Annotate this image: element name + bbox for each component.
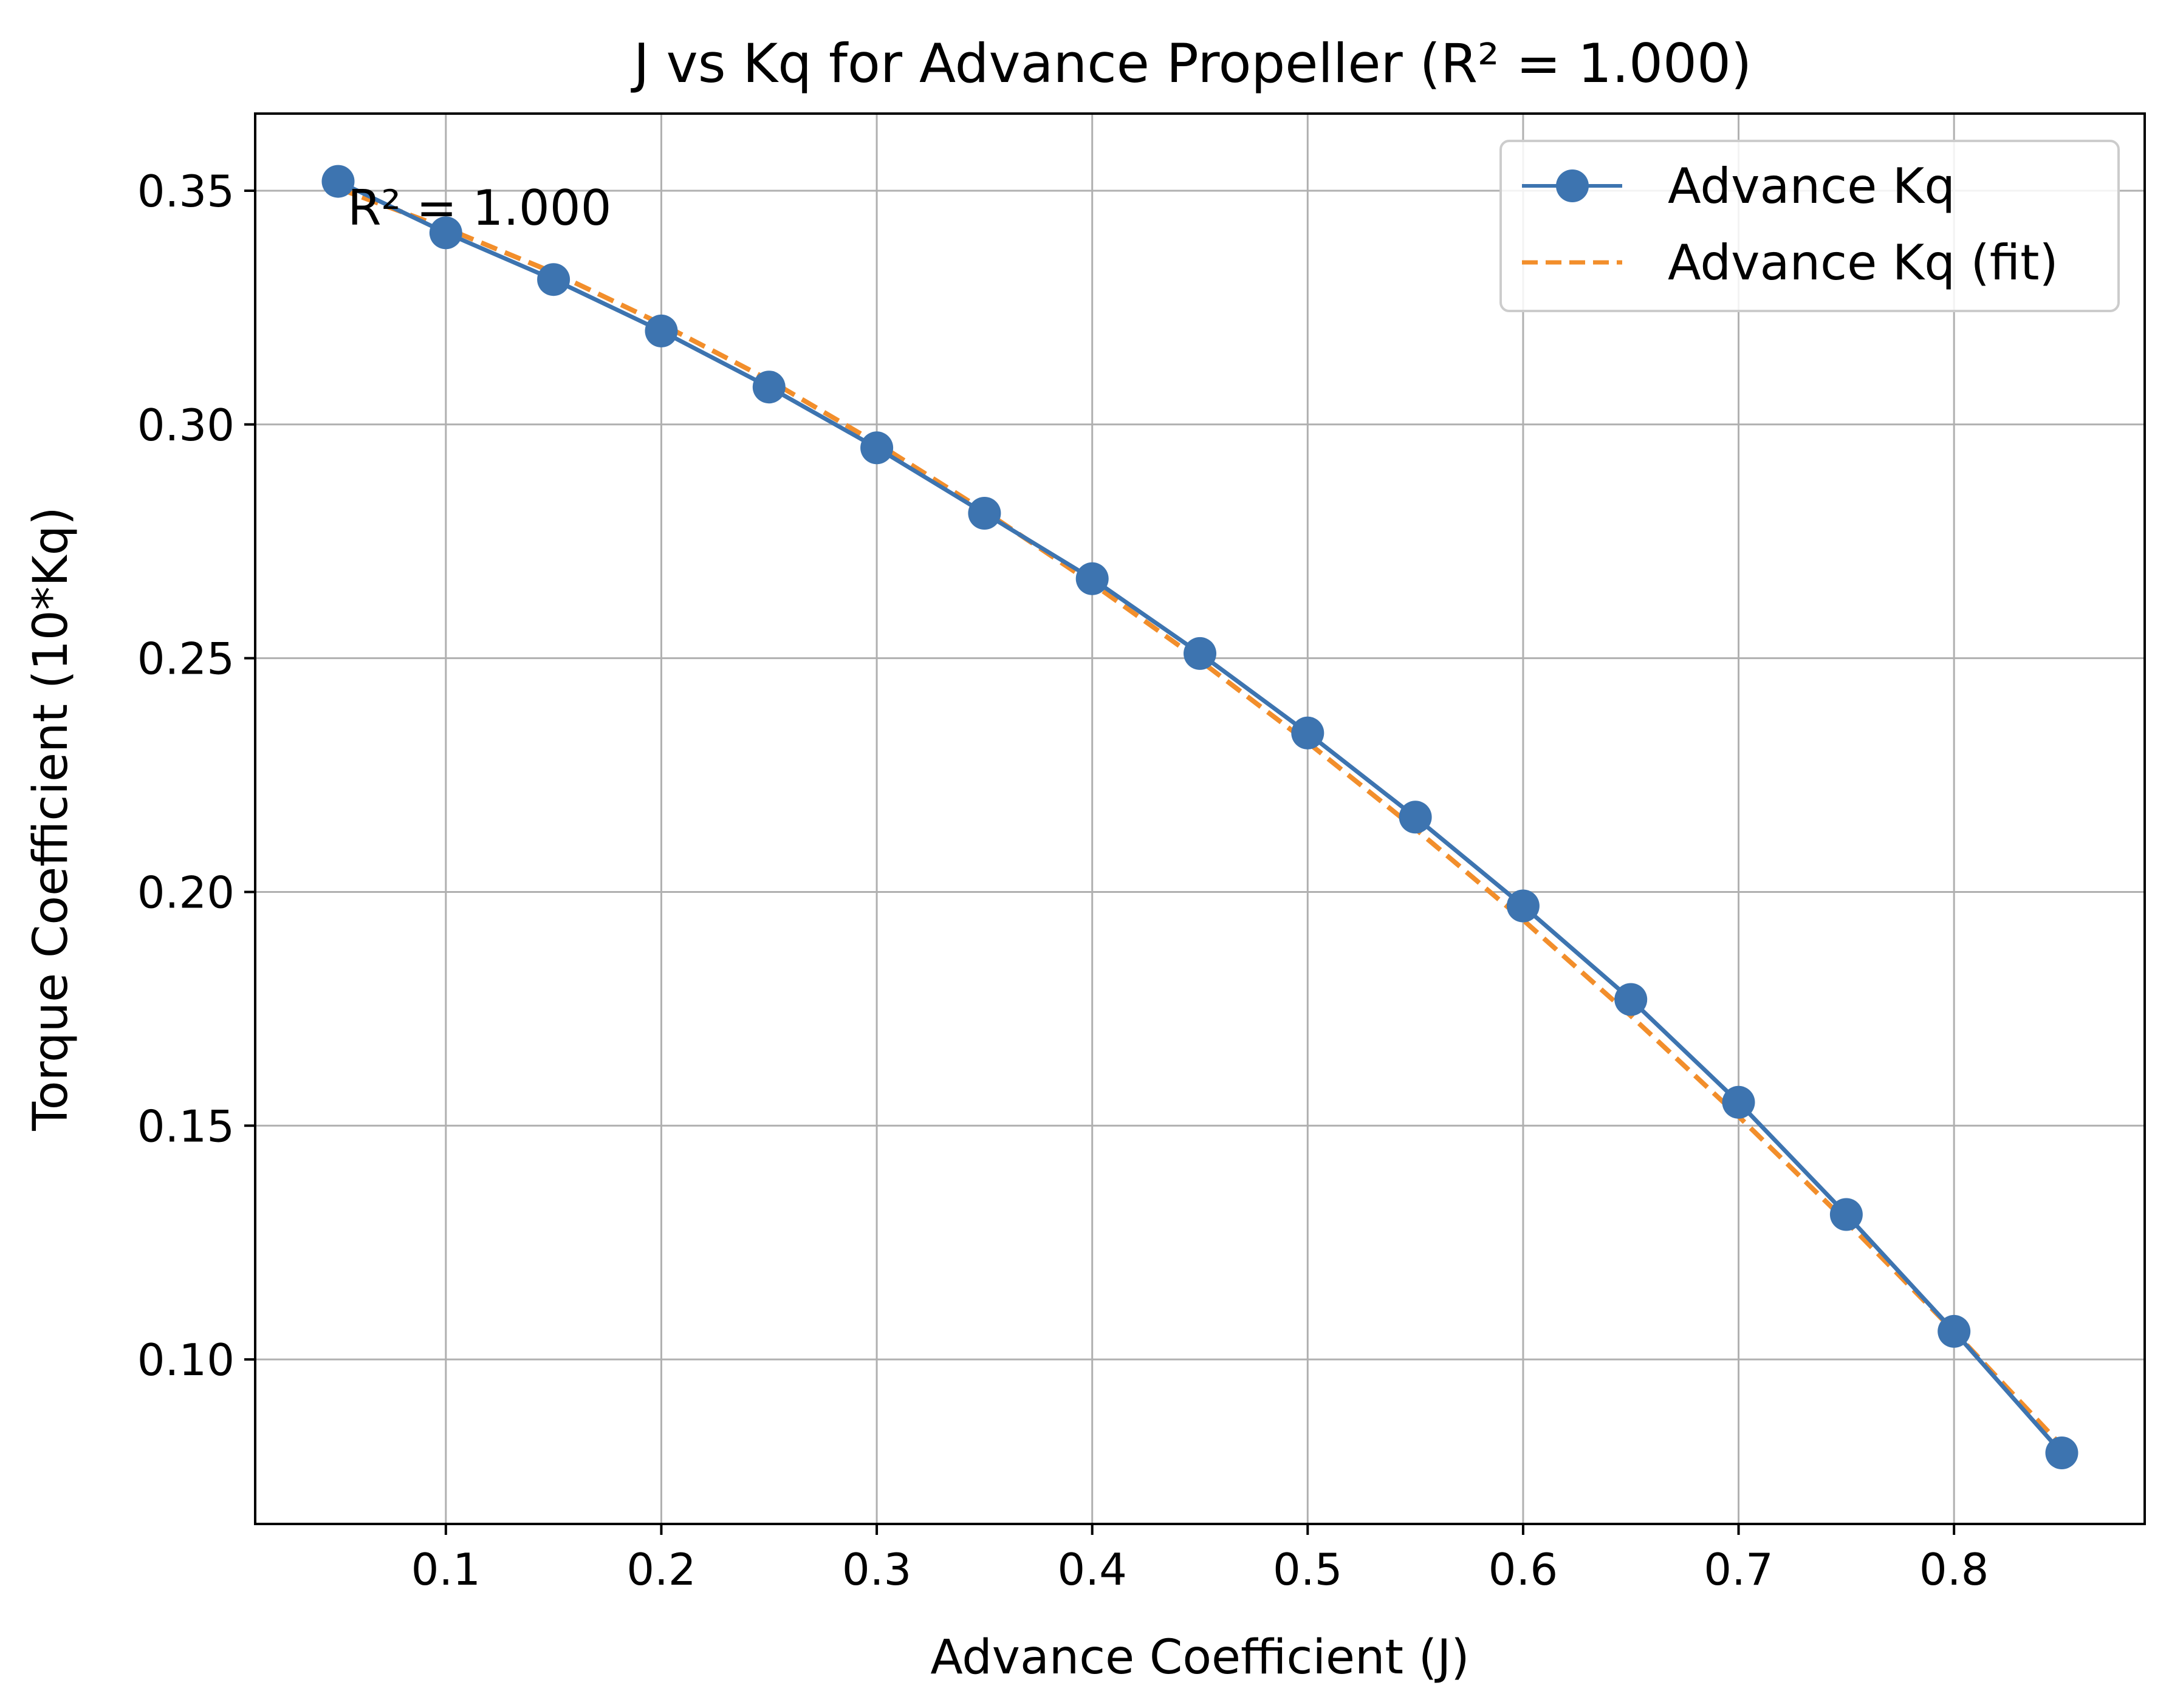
x-tick-label: 0.4 xyxy=(1057,1544,1127,1595)
data-point-advance-kq xyxy=(860,431,894,465)
y-axis-label: Torque Coefficient (10*Kq) xyxy=(24,507,78,1131)
r-squared-annotation: R² = 1.000 xyxy=(348,180,612,236)
legend-label-advance-kq-fit: Advance Kq (fit) xyxy=(1668,234,2058,291)
data-point-advance-kq xyxy=(752,371,786,404)
data-series xyxy=(321,165,2078,1469)
x-tick-label: 0.1 xyxy=(411,1544,481,1595)
x-axis-ticks: 0.1 0.2 0.3 0.4 0.5 0.6 0.7 0.8 xyxy=(411,1524,1989,1595)
x-tick-label: 0.5 xyxy=(1273,1544,1343,1595)
x-tick-label: 0.6 xyxy=(1489,1544,1558,1595)
chart-title: J vs Kq for Advance Propeller (R² = 1.00… xyxy=(631,32,1752,95)
series-line-advance-kq-fit xyxy=(337,186,2064,1448)
x-tick-label: 0.3 xyxy=(842,1544,912,1595)
y-tick-label: 0.20 xyxy=(137,867,235,918)
legend: Advance Kq Advance Kq (fit) xyxy=(1499,140,2120,312)
data-point-advance-kq xyxy=(1829,1198,1863,1231)
data-point-advance-kq xyxy=(1938,1314,1971,1348)
y-tick-label: 0.35 xyxy=(137,166,235,217)
x-axis-label: Advance Coefficient (J) xyxy=(930,1630,1469,1685)
data-point-advance-kq xyxy=(1184,637,1216,670)
y-tick-label: 0.10 xyxy=(137,1334,235,1385)
y-axis-ticks: 0.10 0.15 0.20 0.25 0.30 0.35 xyxy=(137,166,255,1385)
data-point-advance-kq xyxy=(645,314,678,347)
legend-label-advance-kq: Advance Kq xyxy=(1668,158,1955,214)
legend-swatch-marker-advance-kq xyxy=(1556,169,1589,202)
data-point-advance-kq xyxy=(1291,716,1324,750)
x-tick-label: 0.2 xyxy=(626,1544,696,1595)
y-tick-label: 0.30 xyxy=(137,400,235,451)
y-gridlines xyxy=(255,190,2145,1361)
data-point-advance-kq xyxy=(429,216,462,250)
data-point-advance-kq xyxy=(1399,801,1432,834)
y-tick-label: 0.15 xyxy=(137,1101,235,1152)
data-point-advance-kq xyxy=(1614,983,1648,1016)
data-point-advance-kq xyxy=(1075,562,1109,595)
legend-box xyxy=(1499,140,2120,312)
x-tick-label: 0.8 xyxy=(1919,1544,1989,1595)
plot-area-frame xyxy=(254,112,2146,1525)
data-point-advance-kq xyxy=(537,263,571,296)
x-tick-label: 0.7 xyxy=(1704,1544,1773,1595)
fit-series xyxy=(337,186,2064,1448)
data-point-advance-kq xyxy=(1722,1085,1755,1119)
y-tick-label: 0.25 xyxy=(137,634,235,685)
data-point-advance-kq xyxy=(2045,1436,2078,1469)
data-point-advance-kq xyxy=(1506,889,1540,923)
x-gridlines xyxy=(445,114,1955,1524)
data-point-advance-kq xyxy=(321,165,355,198)
data-point-advance-kq xyxy=(968,497,1001,530)
